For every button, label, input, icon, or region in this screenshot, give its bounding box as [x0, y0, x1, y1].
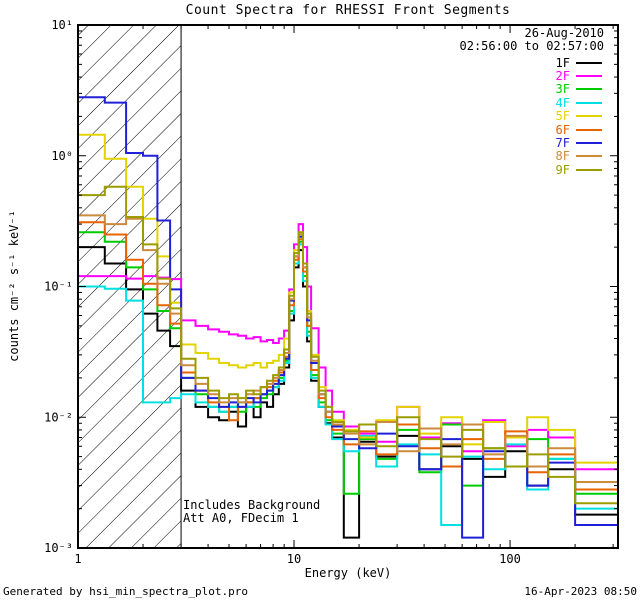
legend-item: 6F [556, 123, 602, 136]
observation-date: 26-Aug-2010 [524, 26, 604, 40]
legend-item: 8F [556, 150, 602, 163]
legend-line-swatch [576, 168, 602, 171]
legend-label: 8F [555, 149, 570, 164]
y-tick-label: 10⁻¹ [44, 280, 73, 294]
legend-line-swatch [576, 75, 602, 78]
legend-item: 1F [556, 56, 602, 69]
axis-ticks [77, 24, 618, 549]
legend-line-swatch [576, 101, 602, 104]
legend-line-swatch [576, 115, 602, 118]
legend-label: 5F [555, 109, 570, 124]
y-tick-label: 10⁰ [51, 149, 73, 163]
x-tick-label: 100 [499, 552, 521, 566]
x-axis-label: Energy (keV) [304, 566, 392, 580]
background-note: Includes Background [183, 498, 321, 512]
legend-item: 4F [556, 96, 602, 109]
legend-line-swatch [576, 88, 602, 91]
legend-item: 9F [556, 163, 602, 176]
y-tick-label: 10⁻² [44, 410, 73, 424]
observation-time-range: 02:56:00 to 02:57:00 [459, 39, 605, 53]
legend-label: 1F [555, 55, 570, 70]
legend-item: 5F [556, 110, 602, 123]
legend-line-swatch [576, 155, 602, 158]
spectra-series-group [78, 96, 618, 539]
page-title: Count Spectra for RHESSI Front Segments [185, 3, 511, 18]
generator-credit: Generated by hsi_min_spectra_plot.pro [3, 585, 249, 598]
x-tick-label: 10 [287, 552, 301, 566]
render-timestamp: 16-Apr-2023 08:50 [524, 585, 637, 598]
spectrum-series-9F [78, 185, 618, 505]
legend-label: 7F [555, 136, 570, 151]
legend-line-swatch [576, 61, 602, 64]
legend: 1F 2F 3F 4F 5F 6F 7F 8F 9F [556, 56, 602, 177]
legend-label: 3F [555, 82, 570, 97]
observation-info: 26-Aug-2010 02:56:00 to 02:57:00 [460, 27, 605, 53]
legend-line-swatch [576, 142, 602, 145]
legend-item: 7F [556, 136, 602, 149]
legend-label: 4F [555, 95, 570, 110]
legend-item: 2F [556, 69, 602, 82]
legend-line-swatch [576, 128, 602, 131]
y-tick-label: 10¹ [51, 18, 73, 32]
y-tick-label: 10⁻³ [44, 541, 73, 555]
legend-item: 3F [556, 83, 602, 96]
legend-label: 2F [555, 69, 570, 84]
x-tick-label: 1 [74, 552, 81, 566]
y-axis-label: counts cm⁻² s⁻¹ keV⁻¹ [7, 210, 21, 362]
attenuator-note: Att A0, FDecim 1 [183, 511, 299, 525]
plot-notes: Includes Background Att A0, FDecim 1 [183, 499, 320, 525]
legend-label: 6F [555, 122, 570, 137]
legend-label: 9F [555, 162, 570, 177]
